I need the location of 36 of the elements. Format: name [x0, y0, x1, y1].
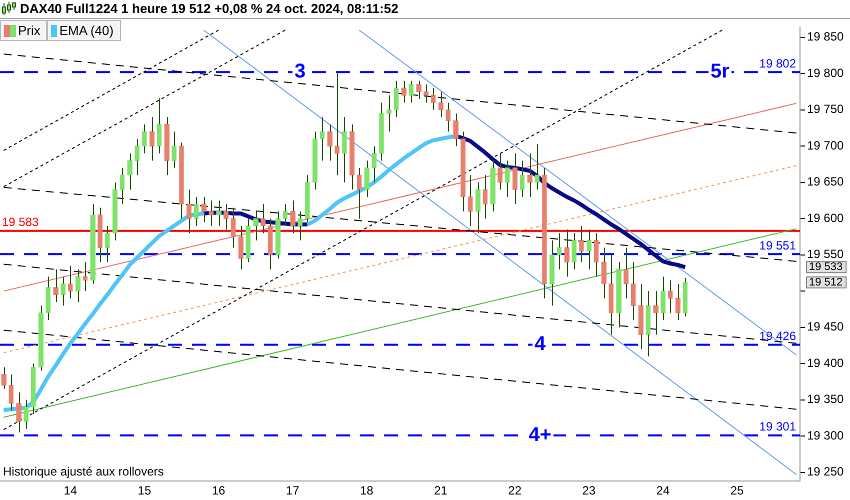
y-tick-label: 19 400 [807, 356, 844, 370]
chart-title: DAX40 Full1224 1 heure 19 512 +0,08 % 24 oct. 2024, 08:11:52 [20, 0, 398, 18]
legend-label: EMA (40) [59, 23, 114, 38]
x-tick-label: 17 [286, 484, 300, 498]
text: 19 533 [809, 261, 843, 274]
x-tick-label: 18 [360, 484, 374, 498]
x-tick-label: 23 [582, 484, 596, 498]
annotation: 3 [294, 60, 306, 83]
y-tick-label: 19 250 [807, 464, 844, 479]
y-tick-label: 19 300 [807, 428, 844, 442]
y-tick-label: 19 750 [807, 102, 844, 116]
x-tick-label: 21 [434, 484, 448, 498]
x-tick-label: 14 [64, 484, 78, 498]
ref-line-label: 19 583 [2, 215, 40, 230]
x-tick-label: 15 [138, 484, 152, 498]
ref-line-label: 19 301 [759, 420, 796, 434]
annotation: 5r [710, 60, 730, 83]
annotation: Historique ajusté aux rollovers [3, 464, 164, 478]
annotation: 4+ [528, 424, 552, 446]
text: 19 512 [809, 276, 843, 288]
x-tick-label: 16 [212, 484, 226, 498]
y-tick-label: 19 550 [807, 247, 844, 262]
x-tick-label: 24 [656, 484, 670, 498]
ref-line-label: 19 802 [759, 56, 796, 70]
y-tick-label: 19 700 [807, 138, 844, 152]
y-tick-label: 19 450 [807, 320, 844, 334]
legend-label: Prix [18, 23, 40, 38]
x-tick-label: 25 [730, 484, 744, 498]
y-tick-label: 19 600 [807, 210, 844, 225]
y-tick-label: 19 850 [807, 30, 844, 44]
y-tick-label: 19 800 [807, 66, 844, 80]
y-tick-label: 19 650 [807, 174, 844, 189]
y-tick-label: 19 350 [807, 392, 844, 406]
x-tick-label: 22 [508, 484, 522, 498]
annotation: 4 [534, 333, 546, 356]
ref-line-label: 19 551 [759, 238, 796, 252]
